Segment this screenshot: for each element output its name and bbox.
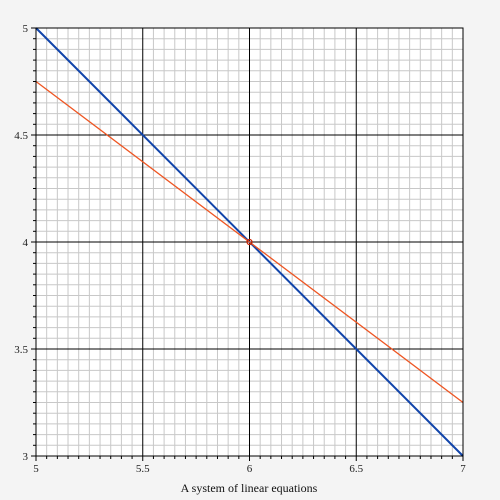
series-line-2	[35, 80, 464, 404]
x-tick-labels: 5 5.5 6 6.5 7	[33, 463, 466, 475]
x-tick-label: 6	[247, 463, 253, 475]
y-tick-label: 4	[23, 237, 29, 249]
chart-caption: A system of linear equations	[181, 481, 318, 495]
plot-frame	[35, 27, 464, 457]
x-tick-label: 5	[33, 463, 39, 475]
y-tick-label: 4.5	[14, 130, 28, 142]
x-tick-label: 7	[460, 463, 466, 475]
series-layer	[35, 27, 464, 457]
y-tick-label: 3	[23, 451, 29, 463]
x-tick-label: 6.5	[349, 463, 363, 475]
y-tick-label: 5	[23, 23, 29, 35]
y-tick-labels: 3 3.5 4 4.5 5	[14, 23, 28, 463]
marker-layer	[246, 238, 253, 246]
intersection-point	[246, 238, 253, 246]
x-tick-label: 5.5	[136, 463, 150, 475]
y-tick-label: 3.5	[14, 344, 28, 356]
